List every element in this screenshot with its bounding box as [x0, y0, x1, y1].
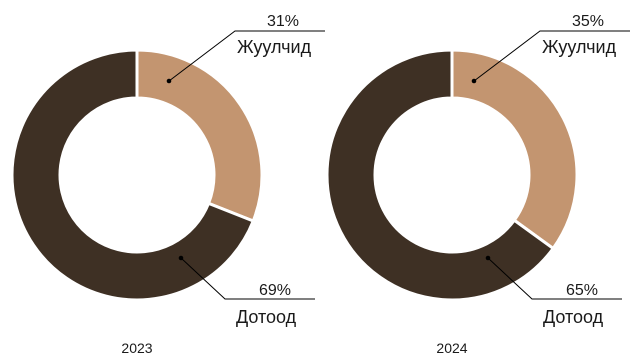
chart-title-2023: 2023 — [121, 340, 152, 354]
donut-chart-2024: 35% Жуулчид 65% Дотоод 2024 — [325, 13, 630, 354]
slice-2024-dotood — [325, 48, 556, 302]
value-label-2023-juulchid: 31% — [267, 13, 299, 30]
leader-line-2024-juulchid — [473, 30, 630, 82]
slice-2023-juulchid — [135, 48, 264, 223]
leader-line-2024-dotood — [487, 257, 622, 300]
leader-dot-2024-dotood — [485, 255, 491, 261]
slice-2024-juulchid — [450, 48, 579, 251]
slice-2023-dotood — [10, 48, 256, 302]
chart-title-2024: 2024 — [436, 340, 467, 354]
category-label-2024-dotood: Дотоод — [543, 307, 604, 327]
category-label-2023-juulchid: Жуулчид — [237, 37, 312, 57]
donut-chart-2023: 31% Жуулчид 69% Дотоод 2023 — [10, 13, 325, 354]
leader-dot-2024-juulchid — [471, 78, 477, 84]
value-label-2024-juulchid: 35% — [572, 13, 604, 30]
leader-line-2023-dotood — [180, 257, 315, 300]
value-label-2023-dotood: 69% — [259, 282, 291, 299]
leader-dot-2023-juulchid — [166, 78, 172, 84]
leader-dot-2023-dotood — [178, 255, 184, 261]
leader-line-2023-juulchid — [168, 30, 325, 82]
category-label-2024-juulchid: Жуулчид — [542, 37, 617, 57]
category-label-2023-dotood: Дотоод — [236, 307, 297, 327]
value-label-2024-dotood: 65% — [566, 282, 598, 299]
